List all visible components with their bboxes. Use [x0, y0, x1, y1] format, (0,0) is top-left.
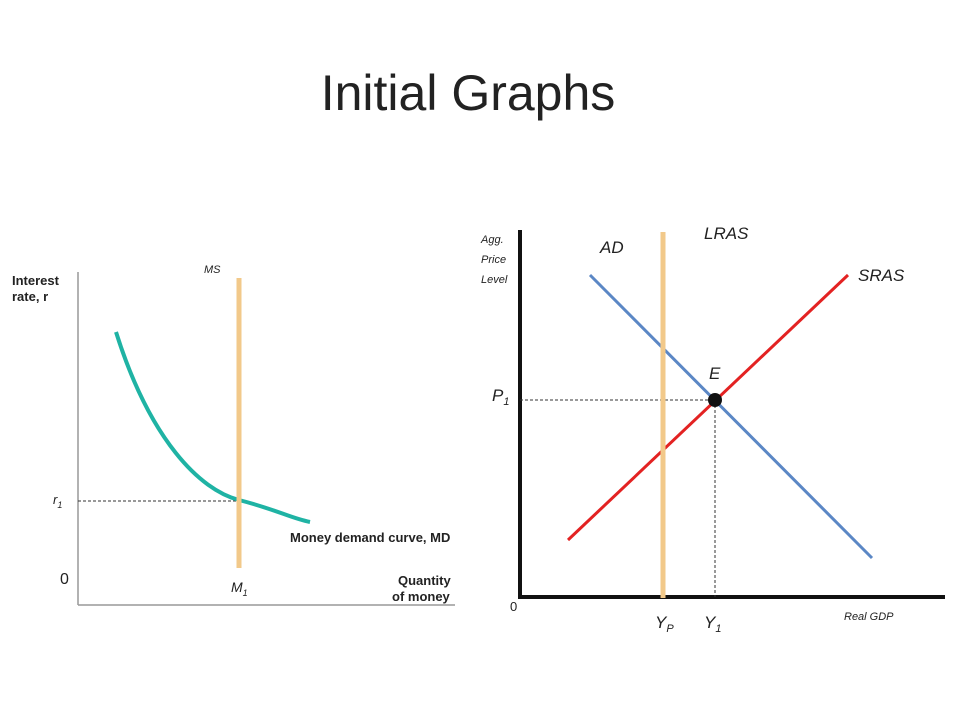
ad-as-model: Agg. Price Level LRAS AD SRAS E P1 0 YP … — [480, 224, 945, 635]
label-base: r — [53, 492, 58, 507]
origin-label: 0 — [510, 599, 517, 614]
label-base: Y — [655, 613, 668, 632]
x-axis-label: Quantity — [398, 573, 451, 588]
potential-output-label: YP — [655, 613, 674, 635]
demand-label: Money demand curve, MD — [290, 530, 450, 545]
label-base: M — [231, 579, 243, 595]
y-axis-label: rate, r — [12, 289, 48, 304]
equilibrium-point — [708, 393, 722, 407]
equilibrium-label: E — [709, 364, 721, 383]
ad-line — [588, 273, 874, 560]
label-sub: P — [666, 623, 674, 635]
slide-title: Initial Graphs — [321, 65, 616, 121]
y-axis-label: Agg. — [480, 234, 504, 246]
y-axis-label: Level — [481, 274, 508, 286]
lras-label: LRAS — [704, 224, 749, 243]
origin-label: 0 — [60, 571, 69, 588]
money-market: Interest rate, r 0 r1 MS M1 Money demand… — [12, 264, 455, 606]
supply-label: MS — [204, 264, 221, 276]
x-axis-label: of money — [392, 589, 451, 604]
rate-label: r1 — [53, 492, 62, 510]
label-base: P — [492, 386, 504, 405]
y-axis-label: Interest — [12, 273, 60, 288]
label-sub: 1 — [57, 500, 62, 510]
sras-label: SRAS — [858, 266, 905, 285]
label-sub: 1 — [715, 623, 721, 635]
sras-line — [566, 273, 850, 542]
ad-label: AD — [599, 238, 624, 257]
price-label: P1 — [492, 386, 509, 408]
label-base: Y — [704, 613, 717, 632]
label-sub: 1 — [503, 396, 509, 408]
money-demand-curve — [114, 331, 311, 524]
x-axis-label: Real GDP — [844, 611, 894, 623]
y-axis-label: Price — [481, 254, 506, 266]
output-label: Y1 — [704, 613, 721, 635]
quantity-label: M1 — [231, 579, 248, 598]
label-sub: 1 — [243, 588, 248, 598]
